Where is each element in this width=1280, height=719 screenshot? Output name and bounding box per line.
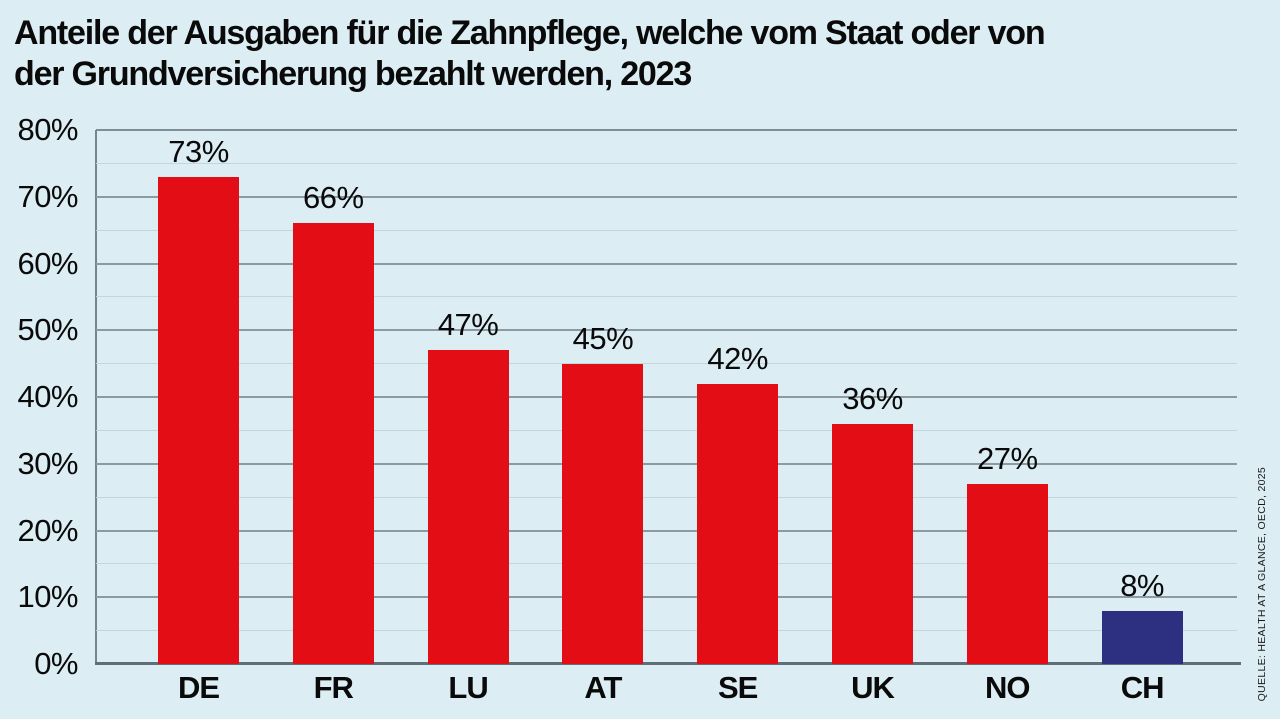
chart-title-line1: Anteile der Ausgaben für die Zahnpflege,… [14, 14, 1046, 52]
gridline-minor [96, 630, 1237, 632]
gridline-major [96, 262, 1237, 265]
y-tick-label: 50% [17, 312, 78, 348]
y-tick-label: 40% [17, 379, 78, 414]
x-axis-line [95, 662, 1241, 665]
bar-ch [1101, 610, 1183, 664]
x-category-label: SE [718, 670, 758, 705]
y-tick-label: 80% [17, 112, 78, 147]
gridline-major [96, 195, 1237, 198]
x-category-label: AT [584, 670, 622, 705]
gridline-major [96, 396, 1237, 398]
bar-se [697, 383, 779, 664]
gridline-minor [96, 229, 1237, 231]
bar-value-label: 66% [303, 180, 364, 216]
y-tick-label: 20% [17, 512, 78, 548]
x-category-label: DE [177, 670, 220, 705]
bar-value-label: 45% [572, 320, 634, 356]
gridline-major [96, 462, 1237, 465]
x-category-label: CH [1120, 670, 1165, 705]
chart-title-line2: der Grundversicherung bezahlt werden, 20… [14, 55, 692, 93]
gridline-major [96, 529, 1237, 532]
gridline-minor [96, 363, 1237, 365]
gridline-minor [96, 296, 1237, 298]
bar-value-label: 42% [707, 340, 768, 376]
y-tick-label: 30% [17, 445, 78, 481]
x-category-label: FR [313, 670, 354, 705]
gridline-major [96, 329, 1237, 332]
gridline-minor [96, 563, 1237, 565]
gridline-major [96, 596, 1237, 599]
y-tick-label: 0% [34, 646, 78, 681]
bar-uk [832, 423, 913, 664]
x-category-label: NO [985, 670, 1031, 705]
x-category-label: UK [851, 670, 895, 705]
y-tick-label: 10% [17, 579, 78, 615]
bar-value-label: 27% [977, 440, 1038, 476]
gridline-minor [96, 429, 1237, 431]
gridline-minor [96, 162, 1237, 164]
bar-de [158, 176, 239, 664]
bar-lu [427, 350, 509, 664]
gridline-minor [96, 496, 1237, 498]
bar-value-label: 36% [842, 380, 903, 416]
bar-fr [292, 223, 374, 664]
x-category-label: LU [448, 670, 488, 705]
y-tick-label: 70% [17, 178, 78, 214]
bar-value-label: 47% [437, 307, 499, 343]
bar-no [966, 483, 1048, 664]
plot-top-border [96, 129, 1237, 131]
bar-value-label: 8% [1120, 567, 1164, 603]
y-tick-label: 60% [17, 245, 78, 281]
chart-title: Anteile der Ausgaben für die Zahnpflege,… [14, 13, 1046, 95]
bar-value-label: 73% [168, 133, 229, 169]
source-note: QUELLE: HEALTH AT A GLANCE, OECD, 2025 [1256, 466, 1268, 701]
bar-at [562, 363, 644, 664]
